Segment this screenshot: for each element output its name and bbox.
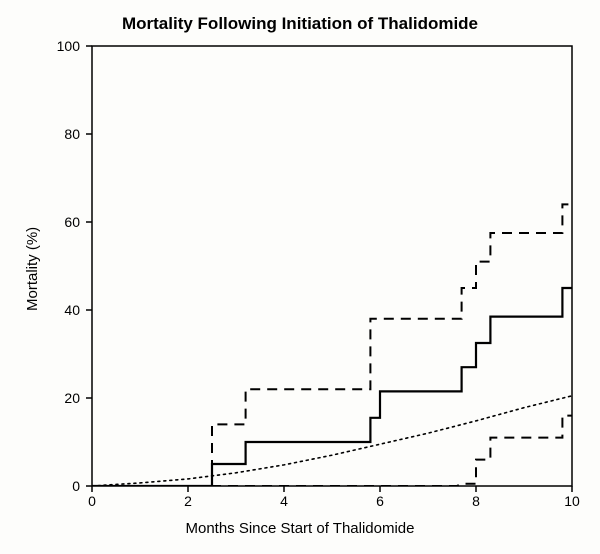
y-tick-label: 80 xyxy=(64,126,80,142)
y-tick-label: 20 xyxy=(64,390,80,406)
series-lower xyxy=(92,416,572,486)
x-tick-label: 0 xyxy=(88,493,96,509)
y-tick-label: 60 xyxy=(64,214,80,230)
series-solid xyxy=(92,288,572,486)
y-tick-label: 0 xyxy=(72,478,80,494)
chart-container: Mortality Following Initiation of Thalid… xyxy=(0,0,600,554)
x-tick-label: 8 xyxy=(472,493,480,509)
series-upper xyxy=(92,204,572,486)
x-tick-label: 10 xyxy=(564,493,580,509)
chart-plot: 0246810020406080100 xyxy=(0,0,600,554)
y-tick-label: 100 xyxy=(57,38,81,54)
x-tick-label: 2 xyxy=(184,493,192,509)
y-tick-label: 40 xyxy=(64,302,80,318)
x-tick-label: 4 xyxy=(280,493,288,509)
x-tick-label: 6 xyxy=(376,493,384,509)
